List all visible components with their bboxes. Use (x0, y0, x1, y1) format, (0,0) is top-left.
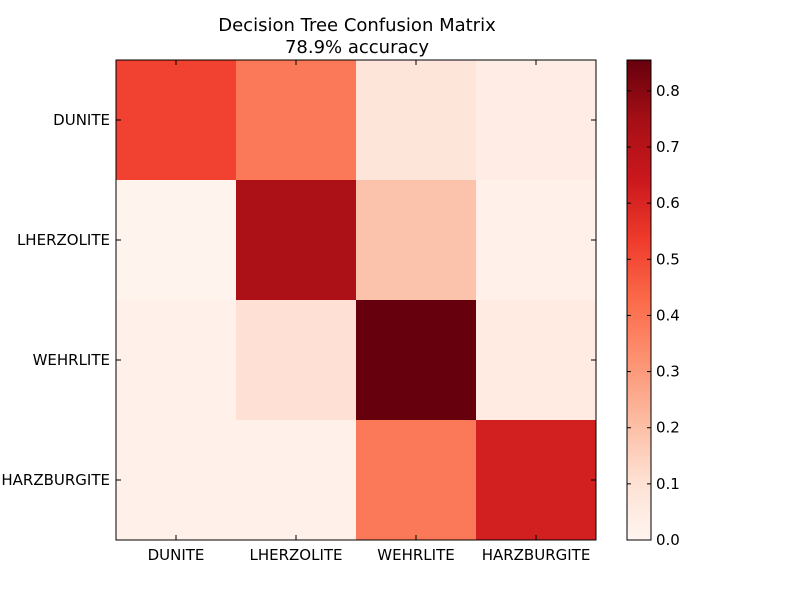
heatmap-cell (356, 60, 476, 180)
colorbar-tick-label: 0.6 (656, 194, 680, 212)
x-axis: DUNITE LHERZOLITE WEHRLITE HARZBURGITE (148, 60, 591, 564)
heatmap-cell (236, 300, 356, 420)
colorbar-gradient (627, 60, 651, 540)
x-tick-label: DUNITE (148, 546, 205, 564)
y-tick-label: HARZBURGITE (1, 471, 110, 489)
colorbar-tick-label: 0.8 (656, 82, 680, 100)
heatmap-cell (116, 420, 236, 540)
colorbar-tick-label: 0.2 (656, 419, 680, 437)
x-tick-label: WEHRLITE (377, 546, 454, 564)
colorbar-tick-label: 0.4 (656, 306, 680, 324)
heatmap-cell (236, 60, 356, 180)
y-tick-label: LHERZOLITE (17, 231, 110, 249)
colorbar-frame (626, 59, 652, 541)
heatmap-cell (116, 300, 236, 420)
heatmap-cell (356, 300, 476, 420)
heatmap-cell (116, 60, 236, 180)
plot-frame (115, 59, 597, 541)
x-tick-label: HARZBURGITE (482, 546, 591, 564)
heatmap-cell (476, 60, 596, 180)
heatmap-cell (236, 180, 356, 300)
heatmap-cell (236, 420, 356, 540)
heatmap-cell (476, 300, 596, 420)
heatmap-cell (356, 180, 476, 300)
y-axis: DUNITE LHERZOLITE WEHRLITE HARZBURGITE (1, 111, 596, 489)
heatmap-cell (356, 420, 476, 540)
colorbar-tick-label: 0.0 (656, 531, 680, 549)
heatmap-cell (476, 180, 596, 300)
colorbar-tick-label: 0.3 (656, 363, 680, 381)
colorbar-tick-label: 0.1 (656, 475, 680, 493)
y-tick-label: WEHRLITE (33, 351, 110, 369)
chart-subtitle: 78.9% accuracy (285, 37, 429, 58)
colorbar-tick-label: 0.7 (656, 138, 680, 156)
chart-title: Decision Tree Confusion Matrix (218, 15, 496, 36)
heatmap-cell (116, 180, 236, 300)
x-tick-label: LHERZOLITE (249, 546, 342, 564)
colorbar: 0.0 0.1 0.2 0.3 0.4 0.5 0.6 0.7 0.8 (626, 59, 680, 549)
colorbar-tick-label: 0.5 (656, 250, 680, 268)
heatmap-cells (116, 60, 596, 540)
heatmap-cell (476, 420, 596, 540)
y-tick-label: DUNITE (53, 111, 110, 129)
